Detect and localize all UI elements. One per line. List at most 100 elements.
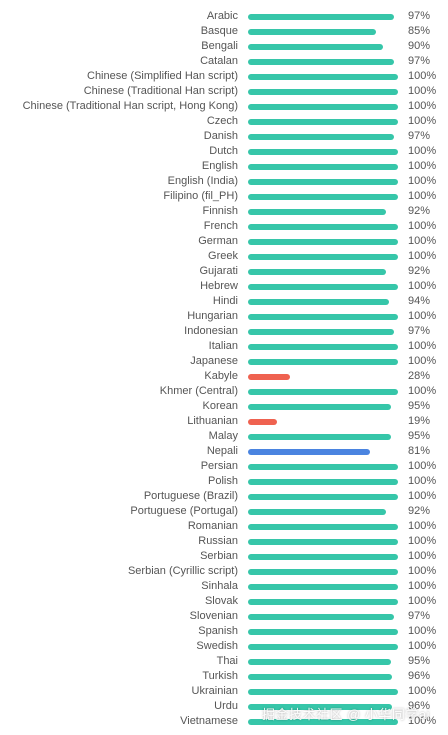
percent-label: 100% [408,475,437,487]
progress-track [248,374,398,380]
progress-track [248,674,398,680]
progress-track [248,89,398,95]
progress-track [248,269,398,275]
progress-track [248,119,398,125]
percent-label: 100% [408,160,437,172]
progress-bar [248,314,398,320]
progress-track [248,284,398,290]
language-row: Japanese 100% [0,354,448,369]
percent-label: 100% [408,190,437,202]
progress-bar [248,449,370,455]
progress-bar [248,104,398,110]
progress-track [248,254,398,260]
progress-bar [248,689,398,695]
progress-bar [248,404,391,410]
progress-track [248,494,398,500]
percent-label: 100% [408,235,437,247]
language-name: Russian [198,535,238,547]
language-name: Filipino (fil_PH) [163,190,238,202]
language-name: Kabyle [204,370,238,382]
progress-track [248,29,398,35]
progress-track [248,404,398,410]
percent-label: 100% [408,115,437,127]
percent-label: 100% [408,535,437,547]
percent-label: 92% [408,505,431,517]
percent-label: 100% [408,520,437,532]
percent-label: 100% [408,550,437,562]
progress-bar [248,674,392,680]
progress-track [248,329,398,335]
progress-bar [248,344,398,350]
language-name: Basque [200,25,238,37]
progress-track [248,449,398,455]
language-name: English (India) [167,175,238,187]
language-row: Chinese (Traditional Han script, Hong Ko… [0,99,448,114]
language-row: Chinese (Simplified Han script) 100% [0,69,448,84]
language-row: Greek 100% [0,249,448,264]
language-name: Japanese [190,355,238,367]
progress-bar [248,509,386,515]
language-row: French 100% [0,219,448,234]
progress-bar [248,644,398,650]
percent-label: 100% [408,595,437,607]
language-row: Korean 95% [0,399,448,414]
progress-bar [248,179,398,185]
progress-track [248,389,398,395]
language-row: Polish 100% [0,474,448,489]
progress-track [248,509,398,515]
language-row: Romanian 100% [0,519,448,534]
language-name: Indonesian [184,325,238,337]
progress-bar [248,164,398,170]
percent-label: 100% [408,685,437,697]
progress-bar [248,614,394,620]
language-row: Italian 100% [0,339,448,354]
language-row: Thai 95% [0,654,448,669]
progress-bar [248,539,398,545]
percent-label: 100% [408,625,437,637]
language-row: Bengali 90% [0,39,448,54]
language-row: Arabic 97% [0,9,448,24]
language-row: Malay 95% [0,429,448,444]
percent-label: 100% [408,580,437,592]
language-row: Ukrainian 100% [0,684,448,699]
progress-track [248,44,398,50]
language-name: Khmer (Central) [159,385,238,397]
progress-track [248,584,398,590]
progress-bar [248,419,277,425]
language-name: Urdu [214,700,238,712]
language-name: Persian [200,460,238,472]
progress-bar [248,374,290,380]
language-name: Korean [202,400,238,412]
language-name: Czech [206,115,238,127]
language-name: Serbian (Cyrillic script) [127,565,238,577]
progress-track [248,344,398,350]
progress-bar [248,269,386,275]
language-name: Vietnamese [180,715,238,727]
language-row: Swedish 100% [0,639,448,654]
language-name: Portuguese (Portugal) [130,505,238,517]
percent-label: 100% [408,220,437,232]
language-row: Russian 100% [0,534,448,549]
progress-bar [248,554,398,560]
language-name: Hungarian [187,310,238,322]
percent-label: 81% [408,445,431,457]
language-row: Chinese (Traditional Han script) 100% [0,84,448,99]
percent-label: 28% [408,370,431,382]
percent-label: 100% [408,385,437,397]
language-row: Slovenian 97% [0,609,448,624]
language-row: Czech 100% [0,114,448,129]
language-name: Arabic [206,10,238,22]
language-row: Portuguese (Brazil) 100% [0,489,448,504]
language-row: Portuguese (Portugal) 92% [0,504,448,519]
language-row: Slovak 100% [0,594,448,609]
language-name: Lithuanian [187,415,238,427]
language-name: Hebrew [200,280,238,292]
progress-bar [248,464,398,470]
percent-label: 96% [408,700,431,712]
language-name: Malay [208,430,238,442]
translation-progress-list: Arabic 97% Basque 85% Bengali 90% Catalan 97% Ch… [0,9,448,729]
progress-track [248,224,398,230]
language-row: English (India) 100% [0,174,448,189]
language-name: Sinhala [201,580,238,592]
language-row: Persian 100% [0,459,448,474]
